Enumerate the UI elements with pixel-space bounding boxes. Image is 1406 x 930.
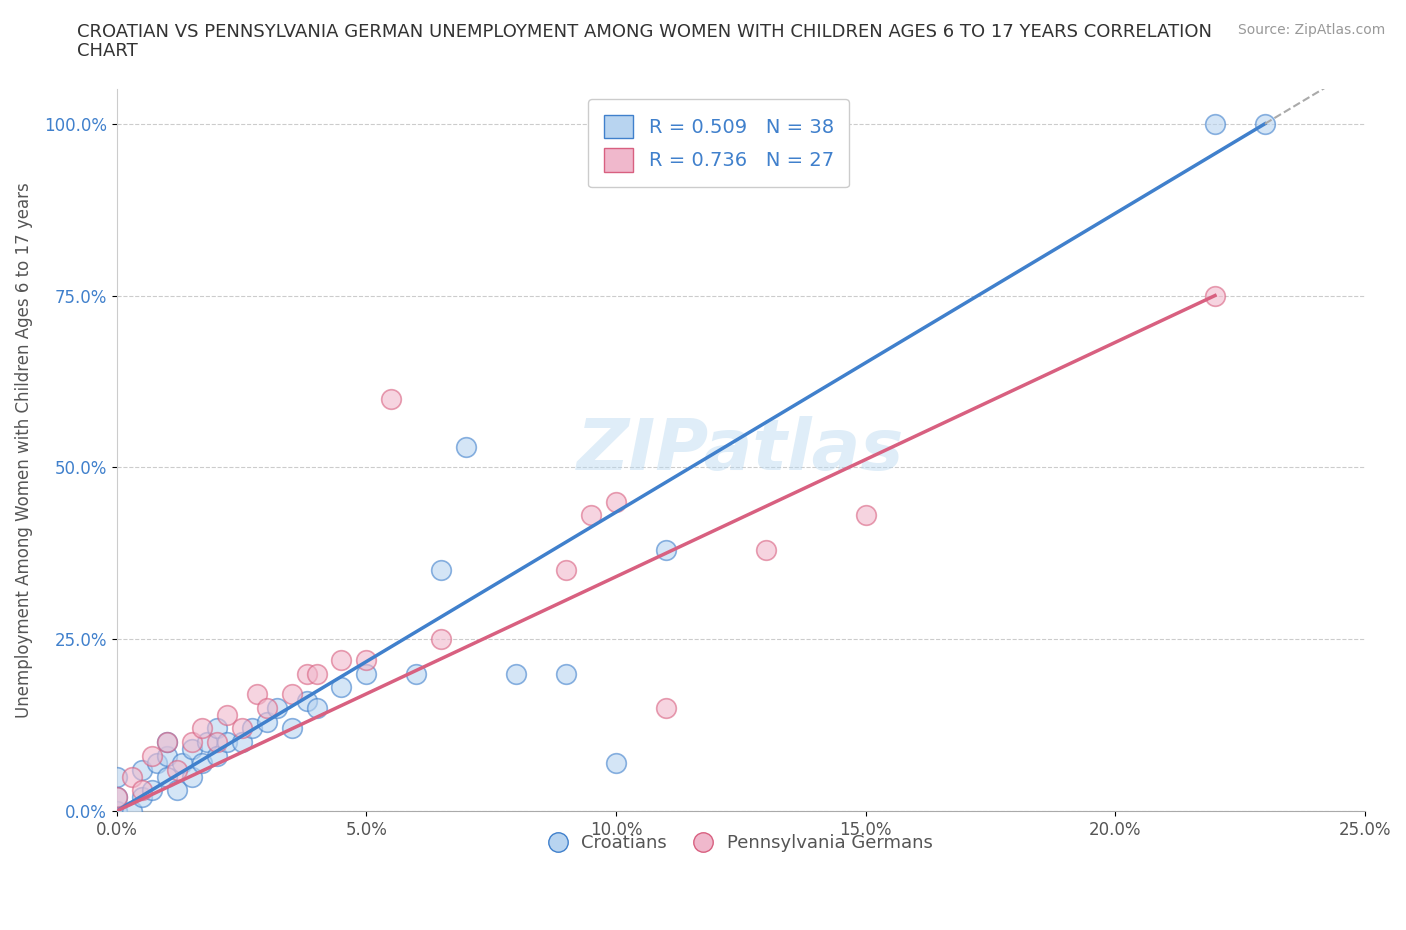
Point xyxy=(215,708,238,723)
Point xyxy=(280,721,302,736)
Point xyxy=(180,769,202,784)
Point xyxy=(405,666,427,681)
Legend: Croatians, Pennsylvania Germans: Croatians, Pennsylvania Germans xyxy=(541,827,939,859)
Point xyxy=(330,652,353,667)
Point xyxy=(195,735,218,750)
Point xyxy=(380,392,402,406)
Point xyxy=(246,686,269,701)
Point xyxy=(131,790,153,804)
Point xyxy=(305,666,328,681)
Point xyxy=(1204,116,1226,131)
Point xyxy=(190,755,212,770)
Point xyxy=(156,735,179,750)
Point xyxy=(240,721,263,736)
Point xyxy=(295,666,318,681)
Y-axis label: Unemployment Among Women with Children Ages 6 to 17 years: Unemployment Among Women with Children A… xyxy=(15,182,32,718)
Point xyxy=(166,783,188,798)
Point xyxy=(605,494,627,509)
Point xyxy=(356,652,378,667)
Point xyxy=(505,666,527,681)
Point xyxy=(605,755,627,770)
Point xyxy=(141,783,163,798)
Point xyxy=(256,714,278,729)
Point xyxy=(156,769,179,784)
Point xyxy=(170,755,193,770)
Point xyxy=(330,680,353,695)
Point xyxy=(280,686,302,701)
Point xyxy=(166,763,188,777)
Text: CHART: CHART xyxy=(77,42,138,60)
Point xyxy=(755,542,778,557)
Point xyxy=(356,666,378,681)
Point xyxy=(141,749,163,764)
Point xyxy=(855,508,877,523)
Point xyxy=(105,790,128,804)
Point xyxy=(430,563,453,578)
Point xyxy=(266,700,288,715)
Point xyxy=(205,749,228,764)
Point xyxy=(1204,288,1226,303)
Point xyxy=(555,563,578,578)
Point xyxy=(231,721,253,736)
Point xyxy=(121,804,143,818)
Text: Source: ZipAtlas.com: Source: ZipAtlas.com xyxy=(1237,23,1385,37)
Point xyxy=(105,790,128,804)
Text: ZIPatlas: ZIPatlas xyxy=(576,416,904,485)
Point xyxy=(180,735,202,750)
Point xyxy=(430,631,453,646)
Point xyxy=(655,700,678,715)
Point xyxy=(190,721,212,736)
Point xyxy=(231,735,253,750)
Text: CROATIAN VS PENNSYLVANIA GERMAN UNEMPLOYMENT AMONG WOMEN WITH CHILDREN AGES 6 TO: CROATIAN VS PENNSYLVANIA GERMAN UNEMPLOY… xyxy=(77,23,1212,41)
Point xyxy=(131,783,153,798)
Point xyxy=(156,749,179,764)
Point xyxy=(105,769,128,784)
Point xyxy=(121,769,143,784)
Point xyxy=(105,804,128,818)
Point xyxy=(145,755,167,770)
Point xyxy=(205,735,228,750)
Point xyxy=(1254,116,1277,131)
Point xyxy=(579,508,602,523)
Point xyxy=(555,666,578,681)
Point xyxy=(456,439,478,454)
Point xyxy=(156,735,179,750)
Point xyxy=(256,700,278,715)
Point xyxy=(205,721,228,736)
Point xyxy=(305,700,328,715)
Point xyxy=(131,763,153,777)
Point xyxy=(295,694,318,709)
Point xyxy=(180,741,202,756)
Point xyxy=(215,735,238,750)
Point xyxy=(655,542,678,557)
